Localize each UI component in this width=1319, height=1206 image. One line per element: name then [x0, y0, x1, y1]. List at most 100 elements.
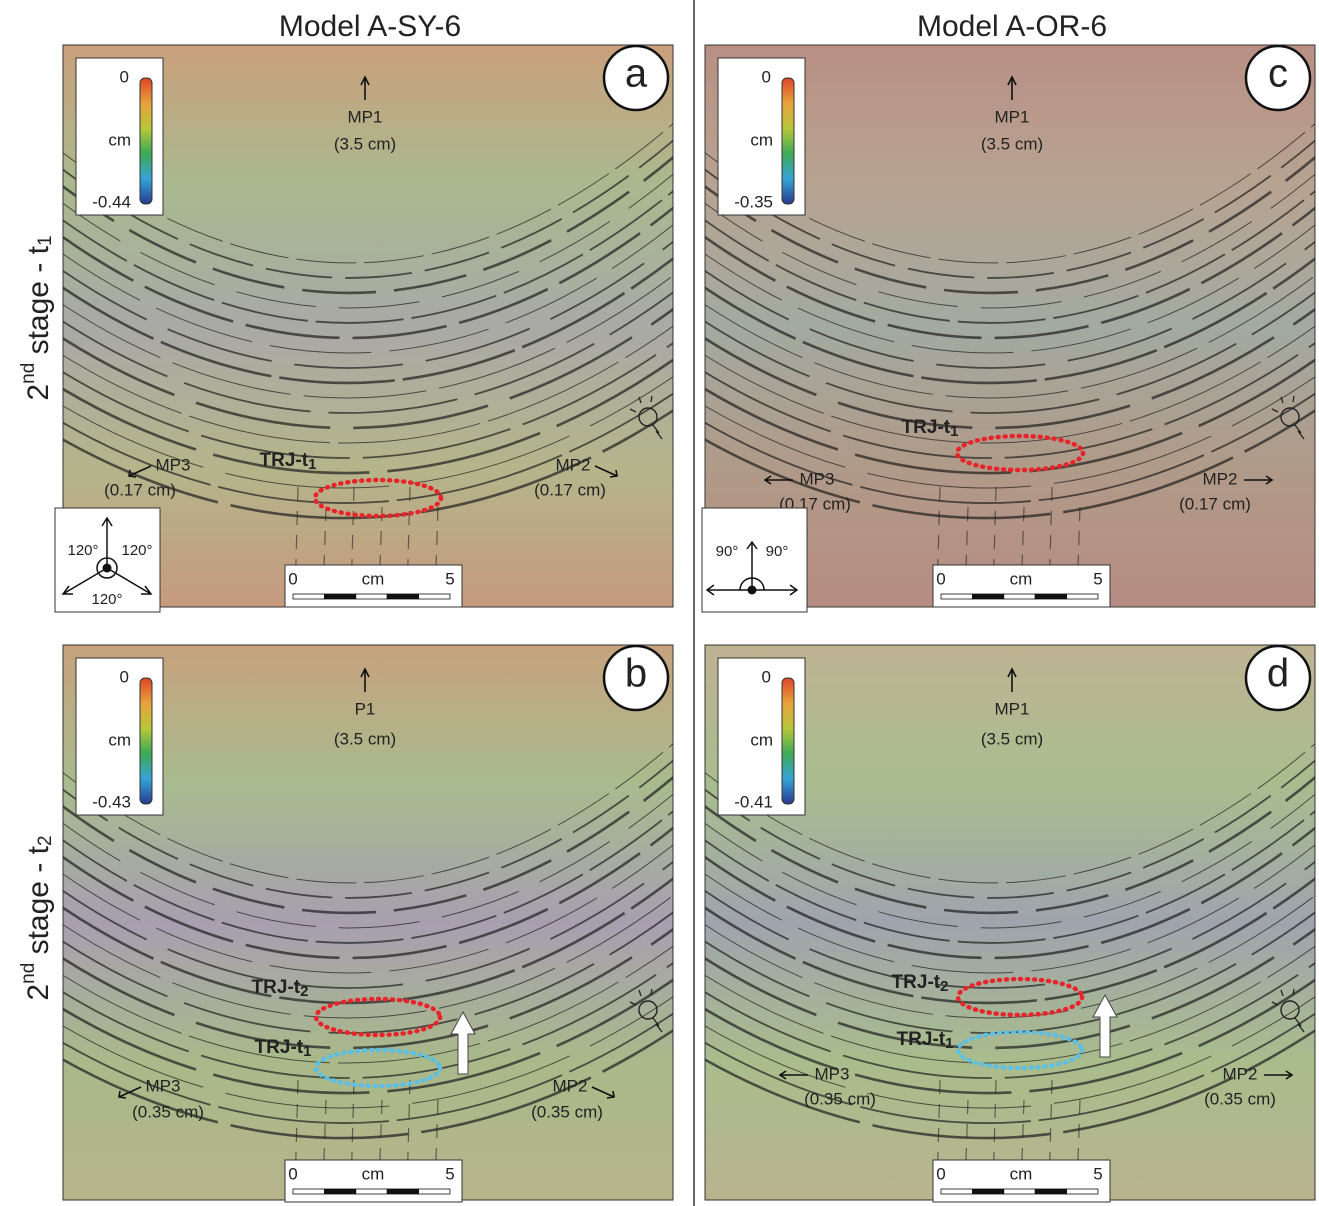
angle-label: 120°: [67, 542, 98, 559]
fault-line: [936, 486, 941, 598]
arrow-value: (0.17 cm): [1179, 494, 1251, 513]
fault-line: [63, 876, 673, 1005]
fault-line: [705, 189, 1315, 324]
fault-line: [63, 826, 673, 960]
letter-circle: [1244, 44, 1312, 112]
fault-line: [63, 139, 673, 279]
fault-line: [705, 961, 1315, 1079]
scale-bar: [971, 593, 1005, 600]
arrow: [128, 465, 618, 478]
fault-line: [350, 486, 355, 598]
fault-line: [705, 978, 1315, 1095]
fault-line: [705, 927, 1315, 1050]
light-icon: [638, 1000, 658, 1020]
trj-label-sub: 1: [308, 456, 316, 473]
scale-bar: [386, 1188, 420, 1195]
arrow-value: (3.5 cm): [981, 134, 1043, 153]
scale-bar: [1003, 1188, 1036, 1195]
fault-line: [705, 307, 1315, 430]
trj-label-text: TRJ-t: [252, 977, 301, 998]
trj-label-sub: 1: [950, 423, 958, 440]
fault-line: [63, 341, 673, 459]
arrow-label: MP1: [995, 699, 1030, 718]
row-label-sub: 2: [35, 835, 56, 846]
fault-line: [63, 240, 673, 369]
arrow-label: MP2: [556, 455, 591, 474]
colorbar-unit: cm: [108, 130, 131, 149]
scale-label: 0: [936, 1164, 945, 1183]
fault-line: [705, 325, 1315, 444]
fault-line: [63, 894, 673, 1019]
fault-line: [63, 173, 673, 309]
fault-line: [63, 844, 673, 974]
fault-line: [705, 996, 1315, 1109]
fault-line: [705, 894, 1315, 1019]
colorbar-unit: cm: [750, 730, 773, 749]
fault-line: [294, 486, 299, 598]
arrow-label: MP2: [1203, 469, 1238, 488]
trj-label-text: TRJ-t: [255, 1037, 304, 1058]
panel-letter: b: [625, 652, 647, 696]
fault-line: [992, 486, 997, 598]
arrow-value: (3.5 cm): [981, 729, 1043, 748]
fault-line: [63, 189, 673, 324]
fault-line: [705, 809, 1315, 944]
scale-label: cm: [1010, 569, 1033, 588]
fault-line: [705, 911, 1315, 1034]
colorbar-min: -0.44: [92, 192, 131, 211]
light-icon: [638, 407, 658, 427]
row-label-sup: nd: [18, 963, 39, 984]
light-icon: [1271, 988, 1305, 1033]
trj-label-text: TRJ-t: [892, 972, 941, 993]
arrow-value: (0.17 cm): [104, 480, 176, 499]
panel: a 0 cm -0.44 MP1 (3.5 cm) MP3 (0.17 cm) MP2 (0.17…: [54, 44, 674, 613]
arrow-value: (0.35 cm): [1204, 1089, 1276, 1108]
arrow-label: MP2: [1223, 1064, 1258, 1083]
scale-bar: [1034, 593, 1068, 600]
fault-line: [705, 844, 1315, 974]
trj-ellipse: [955, 1029, 1085, 1071]
trj-label-text: TRJ-t: [902, 417, 951, 438]
scale-label: 5: [1093, 1164, 1102, 1183]
fault-line: [705, 173, 1315, 309]
fault-line: [63, 224, 673, 354]
light-icon: [629, 395, 663, 440]
angle-label: 120°: [121, 542, 152, 559]
scale-bar: [971, 1188, 1005, 1195]
fault-line: [63, 206, 673, 340]
row-label: 2nd stage - t1: [18, 235, 56, 400]
scale-bar: [386, 593, 420, 600]
arrow-label: MP1: [995, 107, 1030, 126]
trj-ellipse: [313, 996, 443, 1038]
column-title: Model A-SY-6: [279, 10, 461, 43]
scale-bar: [940, 593, 973, 600]
arrow-label: MP2: [553, 1076, 588, 1095]
row-label-sub: 1: [35, 235, 56, 246]
arrow-value: (3.5 cm): [334, 729, 396, 748]
fault-line: [705, 742, 1315, 884]
arrow-value: (0.17 cm): [534, 480, 606, 499]
colorbar-min: -0.43: [92, 792, 131, 811]
colorbar: [139, 77, 153, 205]
arrow: [1007, 667, 1017, 692]
row-label-part: 2: [22, 384, 55, 401]
fault-line: [63, 759, 673, 899]
scale-bar: [1066, 1188, 1099, 1195]
trj-label: TRJ-t1: [902, 417, 959, 440]
fault-line: [705, 341, 1315, 459]
colorbar: [139, 677, 153, 805]
arrow: [360, 667, 370, 692]
scale-bar: [292, 593, 325, 600]
fault-line: [705, 759, 1315, 899]
colorbar-max: 0: [120, 667, 129, 686]
row-label-part: 2: [22, 984, 55, 1001]
fault-line: [63, 256, 673, 385]
fault-line: [63, 1028, 673, 1140]
panel-letter: d: [1267, 652, 1289, 696]
rose-box: [701, 507, 808, 613]
fault-line: [705, 376, 1315, 489]
colorbar: [781, 77, 795, 205]
trj-label-text: TRJ-t: [260, 450, 309, 471]
